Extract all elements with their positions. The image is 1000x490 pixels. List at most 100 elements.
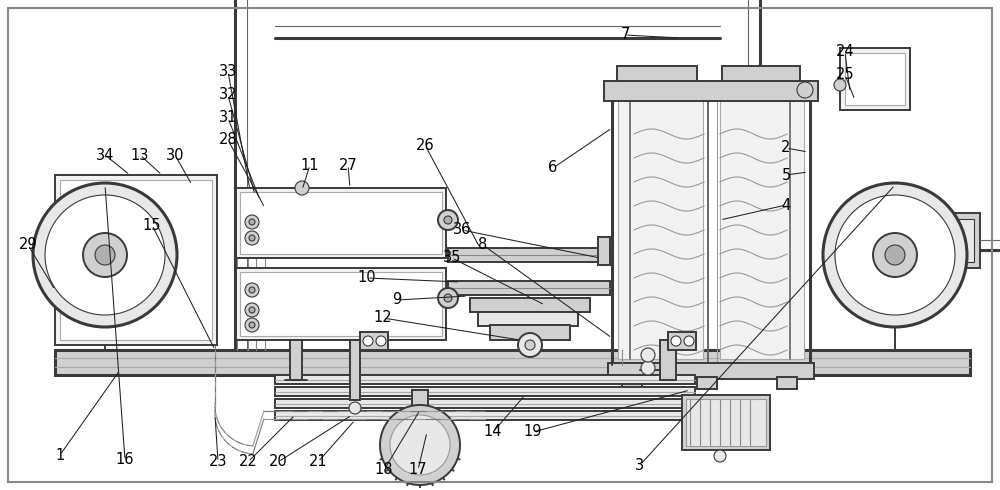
Bar [682,395,770,450]
Circle shape [885,245,905,265]
Text: 35: 35 [443,250,461,266]
Circle shape [245,283,259,297]
Circle shape [33,183,177,327]
Bar [697,377,717,389]
Text: 6: 6 [548,161,558,175]
Circle shape [376,336,386,346]
Circle shape [245,318,259,332]
Text: 20: 20 [269,455,287,469]
Bar [290,340,302,380]
Bar [612,95,810,365]
Circle shape [245,231,259,245]
Bar [777,377,797,389]
Circle shape [349,402,361,414]
Bar [490,325,570,340]
Bar [360,332,388,350]
Text: 24: 24 [836,45,854,59]
Text: 14: 14 [484,424,502,440]
Bar [720,101,804,359]
Bar [240,272,442,336]
Text: 8: 8 [478,238,488,252]
Text: 9: 9 [392,293,402,308]
Text: 27: 27 [339,157,357,172]
Circle shape [641,348,655,362]
Circle shape [518,333,542,357]
Circle shape [684,336,694,346]
Circle shape [249,322,255,328]
Text: 36: 36 [453,222,471,238]
Bar [958,219,974,262]
Circle shape [249,219,255,225]
Circle shape [249,287,255,293]
Circle shape [245,303,259,317]
Bar [275,411,695,420]
Text: 2: 2 [781,141,791,155]
Bar [952,213,980,268]
Circle shape [797,82,813,98]
Bar [350,340,360,400]
Text: 29: 29 [19,238,37,252]
Text: 19: 19 [524,424,542,440]
Circle shape [444,216,452,224]
Bar [598,237,610,265]
Text: 26: 26 [416,138,434,152]
Bar [448,281,610,295]
Circle shape [835,195,955,315]
Bar [618,101,703,359]
Text: 11: 11 [301,157,319,172]
Bar [604,81,818,101]
Bar [622,377,642,389]
Bar [617,66,697,81]
Bar [275,387,695,396]
Bar [608,363,814,379]
Circle shape [525,340,535,350]
Circle shape [444,294,452,302]
Circle shape [873,233,917,277]
Text: 34: 34 [96,147,114,163]
Bar [845,53,905,105]
Bar [660,340,676,380]
Bar [55,175,217,345]
Circle shape [834,79,846,91]
Text: 17: 17 [409,463,427,477]
Text: 28: 28 [219,132,237,147]
Bar [840,48,910,110]
Circle shape [245,215,259,229]
Bar [240,192,442,254]
Circle shape [380,405,460,485]
Text: 3: 3 [635,458,645,472]
Bar [448,248,610,262]
Text: 18: 18 [375,463,393,477]
Circle shape [363,336,373,346]
Bar [668,332,696,350]
Circle shape [823,183,967,327]
Bar [412,390,428,410]
Circle shape [83,233,127,277]
Text: 21: 21 [309,455,327,469]
Circle shape [295,181,309,195]
Bar [55,350,970,375]
Bar [236,188,446,258]
Bar [478,312,578,326]
Circle shape [45,195,165,315]
Circle shape [249,235,255,241]
Text: 1: 1 [55,447,65,463]
Text: 7: 7 [620,27,630,43]
Text: 23: 23 [209,455,227,469]
Circle shape [438,288,458,308]
Text: 15: 15 [143,218,161,232]
Circle shape [671,336,681,346]
Circle shape [95,245,115,265]
Circle shape [249,307,255,313]
Text: 30: 30 [166,147,184,163]
Circle shape [641,361,655,375]
Circle shape [714,450,726,462]
Text: 5: 5 [781,168,791,182]
Circle shape [438,210,458,230]
Text: 4: 4 [781,197,791,213]
Bar [686,399,766,446]
Text: 31: 31 [219,111,237,125]
Text: 22: 22 [239,455,257,469]
Text: 16: 16 [116,452,134,467]
Bar [275,375,695,384]
